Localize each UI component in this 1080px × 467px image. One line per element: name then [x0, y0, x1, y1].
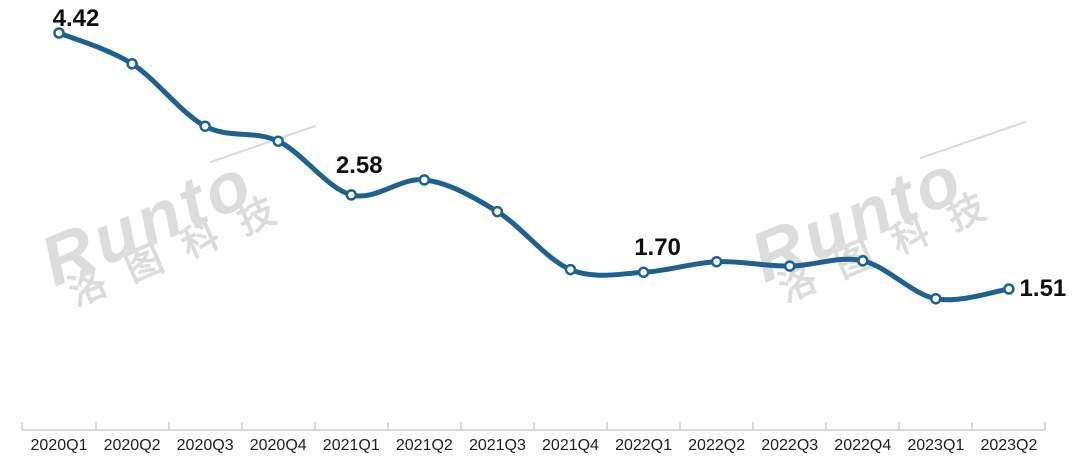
data-point-marker-2022Q2: [710, 255, 723, 268]
data-point-marker-2020Q1: [53, 27, 65, 39]
x-axis-label-2021Q1: 2021Q1: [322, 437, 380, 454]
x-axis-label-2022Q4: 2022Q4: [834, 437, 892, 454]
x-axis-label-2021Q4: 2021Q4: [542, 437, 599, 454]
x-axis-tick: [1044, 422, 1047, 430]
x-axis-label-2020Q3: 2020Q3: [176, 437, 234, 454]
x-axis-label-2023Q1: 2023Q1: [907, 437, 965, 454]
x-axis-label-2021Q3: 2021Q3: [468, 437, 526, 454]
data-point-marker-2021Q2: [418, 174, 431, 186]
x-axis-label-2022Q3: 2022Q3: [761, 437, 819, 454]
x-axis-tick: [752, 422, 755, 430]
data-label-2022Q1: 1.70: [634, 234, 681, 262]
data-point-marker-2022Q4: [857, 255, 869, 267]
x-axis-tick: [313, 422, 316, 430]
data-point-marker-2021Q1: [345, 189, 358, 201]
data-point-marker-2023Q1: [930, 292, 942, 305]
x-axis-label-2022Q1: 2022Q1: [615, 437, 673, 454]
data-label-2023Q2: 1.51: [1019, 274, 1067, 302]
x-axis-label-2020Q2: 2020Q2: [103, 437, 161, 454]
series-line: [56, 30, 1012, 303]
data-label-2020Q1: 4.42: [52, 5, 100, 32]
x-axis-tick: [971, 422, 974, 430]
x-axis-label-2022Q2: 2022Q2: [688, 437, 746, 454]
x-axis-tick: [606, 422, 609, 430]
x-axis-label-2023Q2: 2023Q2: [980, 437, 1038, 454]
data-point-marker-2020Q2: [126, 58, 138, 70]
data-point-marker-2020Q4: [272, 135, 284, 147]
x-axis-tick: [240, 422, 243, 430]
data-point-marker-2021Q3: [491, 205, 504, 218]
data-point-marker-2020Q3: [199, 120, 211, 132]
x-axis-tick: [459, 422, 462, 430]
x-axis-tick: [21, 422, 24, 430]
x-axis-tick: [679, 422, 682, 430]
x-axis-tick: [532, 422, 535, 430]
x-axis-line: [22, 429, 1046, 431]
x-axis-label-2020Q4: 2020Q4: [249, 437, 307, 454]
data-label-2021Q1: 2.58: [335, 151, 383, 179]
x-axis-tick: [898, 422, 901, 430]
data-point-marker-2022Q1: [637, 266, 650, 279]
x-axis-tick: [825, 422, 828, 430]
x-axis-tick: [386, 422, 389, 430]
x-axis-label-2020Q1: 2020Q1: [30, 437, 88, 454]
x-axis-tick: [94, 422, 97, 430]
x-axis-label-2021Q2: 2021Q2: [395, 437, 453, 454]
x-axis-tick: [167, 422, 170, 430]
data-point-marker-2022Q3: [783, 260, 796, 272]
data-point-marker-2023Q2: [1003, 283, 1015, 295]
data-point-marker-2021Q4: [564, 263, 577, 276]
